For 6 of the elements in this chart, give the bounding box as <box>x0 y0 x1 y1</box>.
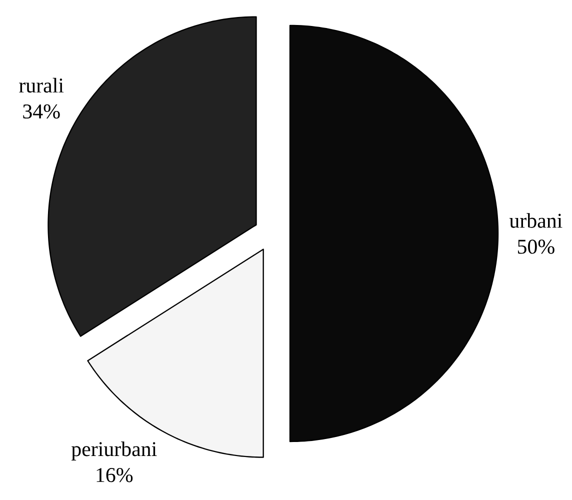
slice-label: rurali <box>19 78 64 93</box>
slice-label: urbani <box>509 213 562 228</box>
data-label: 16% <box>96 468 133 482</box>
data-label: 34% <box>23 104 60 119</box>
slice-label: periurbani <box>71 441 157 460</box>
data-label: 50% <box>518 240 554 254</box>
